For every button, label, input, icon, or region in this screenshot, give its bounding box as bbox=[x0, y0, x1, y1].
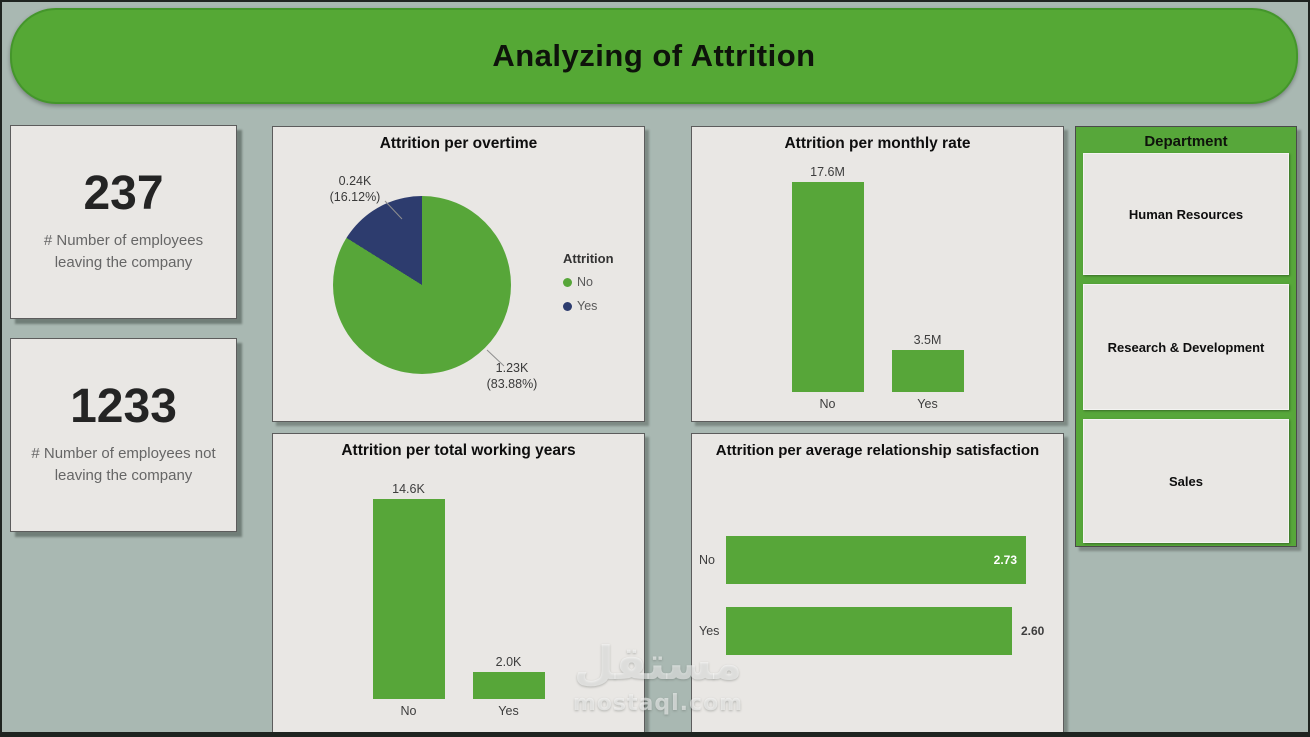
bar-no[interactable]: 2.73 bbox=[726, 536, 1026, 584]
bar-no[interactable] bbox=[372, 499, 445, 699]
bar-value-label: 2.73 bbox=[993, 553, 1017, 567]
slicer-item-label: Sales bbox=[1169, 473, 1203, 489]
bar-yes[interactable] bbox=[472, 672, 545, 699]
bar-yes[interactable]: 2.60 bbox=[726, 607, 1044, 655]
bar-value-label: 17.6M bbox=[810, 165, 845, 179]
legend-item-yes[interactable]: Yes bbox=[563, 299, 614, 313]
bar-category-label: Yes bbox=[699, 624, 720, 638]
pie-slice-value: 1.23K bbox=[495, 361, 529, 375]
kpi-card-not-leaving: 1233 # Number of employees not leaving t… bbox=[10, 338, 237, 532]
chart-card-relationship-satisfaction: Attrition per average relationship satis… bbox=[691, 433, 1064, 732]
legend-label-no: No bbox=[577, 275, 593, 289]
bar-value-label: 2.0K bbox=[495, 655, 522, 669]
bar-yes[interactable] bbox=[891, 350, 964, 392]
pie-slice-label-no: 1.23K (83.88%) bbox=[456, 360, 568, 393]
slicer-item-sales[interactable]: Sales bbox=[1083, 419, 1289, 543]
kpi-value-leaving: 237 bbox=[83, 166, 164, 220]
bar-category-label: Yes bbox=[917, 397, 938, 411]
bar-column: 2.0K Yes bbox=[472, 655, 545, 718]
kpi-label-not-leaving: # Number of employees not leaving the co… bbox=[31, 444, 216, 485]
chart-title-working-years: Attrition per total working years bbox=[341, 442, 576, 459]
bar-category-label: No bbox=[400, 704, 417, 718]
bar-column: 3.5M Yes bbox=[891, 333, 964, 411]
bar-category-label: No bbox=[699, 553, 715, 567]
pie-slice-label-yes: 0.24K (16.12%) bbox=[299, 173, 411, 206]
bar-category-label: Yes bbox=[498, 704, 519, 718]
bar-category-label: No bbox=[819, 397, 836, 411]
hbar-row: No 2.73 bbox=[699, 536, 1026, 584]
department-slicer: Department Human Resources Research & De… bbox=[1075, 126, 1297, 547]
pie-slice-percent: (16.12%) bbox=[329, 190, 381, 205]
relationship-satisfaction-bar-plot: No 2.73 Yes 2.60 bbox=[699, 536, 1044, 678]
slicer-title: Department bbox=[1144, 133, 1228, 150]
chart-card-working-years: Attrition per total working years 14.6K N… bbox=[272, 433, 645, 732]
legend-item-no[interactable]: No bbox=[563, 275, 614, 289]
dashboard-header: Analyzing of Attrition bbox=[10, 8, 1298, 104]
slicer-item-research-development[interactable]: Research & Development bbox=[1083, 284, 1289, 410]
kpi-card-leaving: 237 # Number of employees leaving the co… bbox=[10, 125, 237, 319]
chart-title-monthly-rate: Attrition per monthly rate bbox=[784, 135, 971, 152]
bar-value-label: 3.5M bbox=[913, 333, 942, 347]
bar-value-label: 2.60 bbox=[1021, 624, 1045, 638]
kpi-value-not-leaving: 1233 bbox=[70, 379, 177, 433]
slicer-item-label: Research & Development bbox=[1107, 339, 1265, 355]
legend-title: Attrition bbox=[563, 251, 614, 266]
pie-legend: Attrition No Yes bbox=[563, 251, 614, 323]
page-title: Analyzing of Attrition bbox=[492, 38, 816, 73]
legend-swatch-no bbox=[563, 277, 572, 287]
chart-card-monthly-rate: Attrition per monthly rate 17.6M No 3.5M Ye… bbox=[691, 126, 1064, 422]
slicer-item-human-resources[interactable]: Human Resources bbox=[1083, 153, 1289, 275]
overtime-pie[interactable] bbox=[333, 196, 511, 374]
chart-title-relationship-satisfaction: Attrition per average relationship satis… bbox=[715, 442, 1040, 459]
chart-card-overtime: Attrition per overtime 0.24K (16.12%) 1.… bbox=[272, 126, 645, 422]
pie-slice-percent: (83.88%) bbox=[486, 377, 538, 392]
bar-no[interactable] bbox=[791, 182, 864, 392]
chart-title-overtime: Attrition per overtime bbox=[379, 135, 538, 152]
monthly-rate-bar-plot: 17.6M No 3.5M Yes bbox=[692, 165, 1063, 411]
bar-column: 14.6K No bbox=[372, 482, 445, 718]
pie-slice-value: 0.24K bbox=[338, 174, 372, 188]
bar-column: 17.6M No bbox=[791, 165, 864, 411]
slicer-item-label: Human Resources bbox=[1128, 206, 1244, 222]
hbar-row: Yes 2.60 bbox=[699, 607, 1044, 655]
kpi-label-leaving: # Number of employees leaving the compan… bbox=[43, 231, 204, 272]
legend-swatch-yes bbox=[563, 301, 572, 311]
bar-value-label: 14.6K bbox=[392, 482, 425, 496]
working-years-bar-plot: 14.6K No 2.0K Yes bbox=[273, 474, 644, 718]
legend-label-yes: Yes bbox=[577, 299, 598, 313]
